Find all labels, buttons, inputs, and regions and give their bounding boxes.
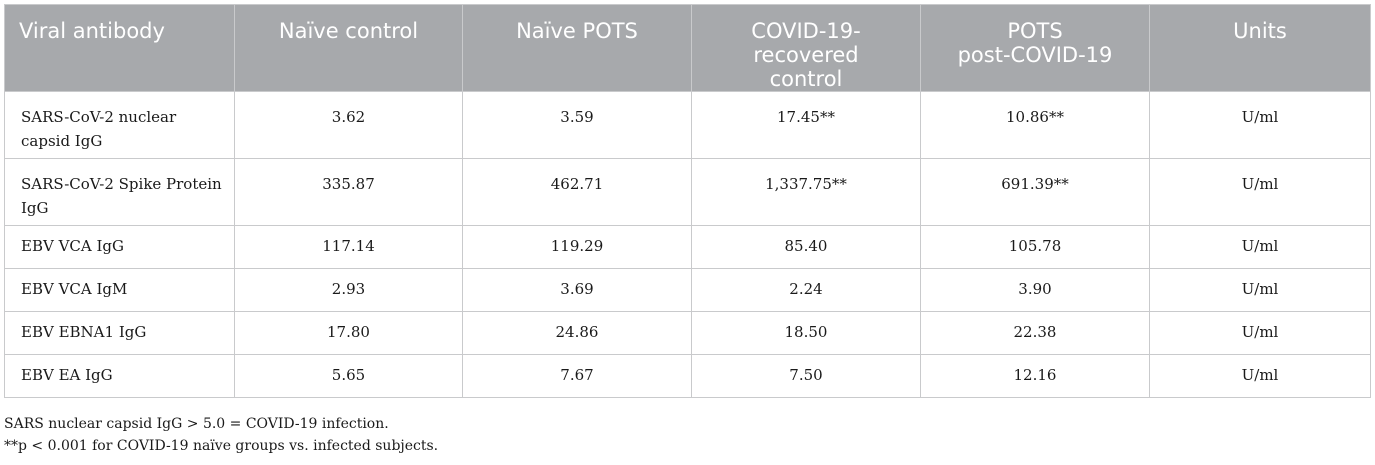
table-cell: 7.50 xyxy=(691,354,921,398)
table-cell: U/ml xyxy=(1149,225,1371,269)
row-label: EBV EA IgG xyxy=(4,354,235,398)
table-cell: 3.59 xyxy=(462,91,692,159)
header-covid-recovered-control: COVID-19- recovered control xyxy=(691,4,921,92)
table-cell: 1,337.75** xyxy=(691,158,921,226)
table-cell: U/ml xyxy=(1149,91,1371,159)
table-cell: 17.80 xyxy=(234,311,463,355)
table-cell: 24.86 xyxy=(462,311,692,355)
table-cell: 2.93 xyxy=(234,268,463,312)
table-cell: 335.87 xyxy=(234,158,463,226)
table-row: SARS-CoV-2 nuclear capsid IgG 3.62 3.59 … xyxy=(4,91,1371,159)
row-label: SARS-CoV-2 Spike Protein IgG xyxy=(4,158,235,226)
table-body: SARS-CoV-2 nuclear capsid IgG 3.62 3.59 … xyxy=(4,91,1371,398)
table-footnotes: SARS nuclear capsid IgG > 5.0 = COVID-19… xyxy=(4,413,438,457)
table-row: EBV EA IgG 5.65 7.67 7.50 12.16 U/ml xyxy=(4,354,1371,398)
row-label: SARS-CoV-2 nuclear capsid IgG xyxy=(4,91,235,159)
header-naive-pots: Naïve POTS xyxy=(462,4,692,92)
header-pots-post-covid: POTS post-COVID-19 xyxy=(920,4,1150,92)
table-cell: 22.38 xyxy=(920,311,1150,355)
table-cell: 17.45** xyxy=(691,91,921,159)
table-cell: 119.29 xyxy=(462,225,692,269)
row-label: EBV EBNA1 IgG xyxy=(4,311,235,355)
header-naive-control: Naïve control xyxy=(234,4,463,92)
table-cell: 7.67 xyxy=(462,354,692,398)
table-cell: 3.90 xyxy=(920,268,1150,312)
table-cell: 10.86** xyxy=(920,91,1150,159)
antibody-table-container: Viral antibody Naïve control Naïve POTS … xyxy=(4,4,1371,398)
table-cell: U/ml xyxy=(1149,268,1371,312)
header-units: Units xyxy=(1149,4,1371,92)
table-cell: 117.14 xyxy=(234,225,463,269)
antibody-table: Viral antibody Naïve control Naïve POTS … xyxy=(4,4,1371,398)
table-cell: 691.39** xyxy=(920,158,1150,226)
table-row: EBV VCA IgM 2.93 3.69 2.24 3.90 U/ml xyxy=(4,268,1371,312)
table-cell: U/ml xyxy=(1149,158,1371,226)
table-cell: 85.40 xyxy=(691,225,921,269)
table-row: EBV EBNA1 IgG 17.80 24.86 18.50 22.38 U/… xyxy=(4,311,1371,355)
table-cell: 2.24 xyxy=(691,268,921,312)
table-cell: 3.69 xyxy=(462,268,692,312)
table-cell: U/ml xyxy=(1149,311,1371,355)
table-cell: 3.62 xyxy=(234,91,463,159)
table-row: EBV VCA IgG 117.14 119.29 85.40 105.78 U… xyxy=(4,225,1371,269)
table-cell: 105.78 xyxy=(920,225,1150,269)
header-viral-antibody: Viral antibody xyxy=(4,4,235,92)
row-label: EBV VCA IgG xyxy=(4,225,235,269)
table-row: SARS-CoV-2 Spike Protein IgG 335.87 462.… xyxy=(4,158,1371,226)
footnote: **p < 0.001 for COVID-19 naïve groups vs… xyxy=(4,438,439,454)
row-label: EBV VCA IgM xyxy=(4,268,235,312)
table-header: Viral antibody Naïve control Naïve POTS … xyxy=(4,4,1371,92)
footnote: SARS nuclear capsid IgG > 5.0 = COVID-19… xyxy=(4,416,389,432)
table-cell: U/ml xyxy=(1149,354,1371,398)
header-row: Viral antibody Naïve control Naïve POTS … xyxy=(4,4,1371,92)
table-cell: 462.71 xyxy=(462,158,692,226)
table-cell: 18.50 xyxy=(691,311,921,355)
table-cell: 5.65 xyxy=(234,354,463,398)
table-cell: 12.16 xyxy=(920,354,1150,398)
